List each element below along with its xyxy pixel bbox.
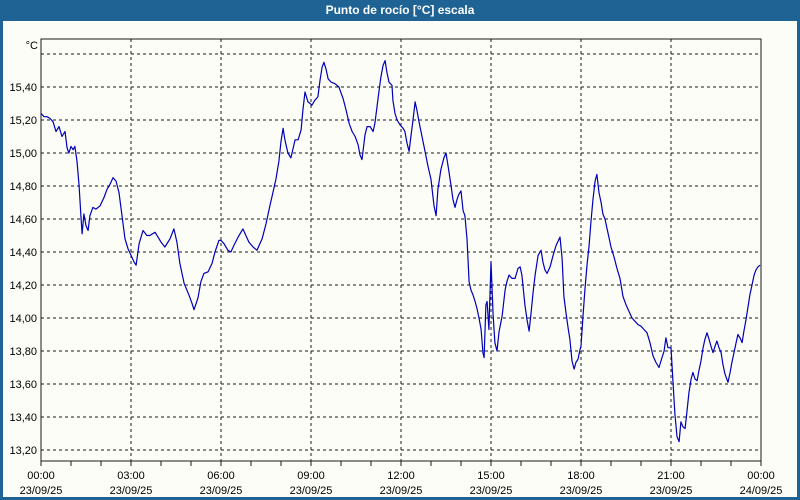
x-tick-time-label: 18:00 — [567, 470, 595, 482]
x-tick-date-label: 23/09/25 — [20, 485, 63, 497]
x-tick-date-label: 23/09/25 — [380, 485, 423, 497]
y-tick-label: 13,20 — [9, 445, 37, 457]
x-tick-date-label: 23/09/25 — [290, 485, 333, 497]
chart-canvas: 15,40 15,20 15,00 14,80 14,60 14,40 14,20 14,00… — [3, 21, 797, 497]
y-tick-label: 14,40 — [9, 247, 37, 259]
x-tick-date-label: 23/09/25 — [650, 485, 693, 497]
y-tick-label: 15,00 — [9, 148, 37, 160]
x-gridlines — [130, 39, 672, 461]
y-tick-label: 14,20 — [9, 280, 37, 292]
x-tick-time-label: 15:00 — [477, 470, 505, 482]
x-tick-time-label: 09:00 — [297, 470, 325, 482]
x-tick-date-label: 23/09/25 — [470, 485, 513, 497]
y-tick-label: 14,80 — [9, 181, 37, 193]
y-tick-label: 13,40 — [9, 412, 37, 424]
y-axis-labels: 15,40 15,20 15,00 14,80 14,60 14,40 14,20 14,00… — [9, 82, 37, 457]
x-axis-labels: 00:00 23/09/25 03:00 23/09/25 06:00 23/09/25 0… — [20, 470, 783, 497]
y-tick-label: 14,00 — [9, 313, 37, 325]
y-tick-label: 13,60 — [9, 379, 37, 391]
x-tick-time-label: 12:00 — [387, 470, 415, 482]
x-axis-hour-ticks — [40, 461, 762, 466]
x-tick-date-label: 23/09/25 — [560, 485, 603, 497]
x-tick-date-label: 23/09/25 — [200, 485, 243, 497]
y-tick-label: 15,20 — [9, 115, 37, 127]
y-axis-unit-label: °C — [26, 40, 38, 52]
x-tick-date-label: 24/09/25 — [740, 485, 783, 497]
x-tick-date-label: 23/09/25 — [110, 485, 153, 497]
x-tick-time-label: 21:00 — [657, 470, 685, 482]
plot-border — [40, 38, 762, 462]
dew-point-series-line — [40, 59, 761, 443]
x-tick-time-label: 06:00 — [207, 470, 235, 482]
y-tick-label: 15,40 — [9, 82, 37, 94]
dew-point-chart: 15,40 15,20 15,00 14,80 14,60 14,40 14,20 14,00… — [9, 38, 783, 497]
y-tick-label: 13,80 — [9, 346, 37, 358]
x-tick-time-label: 03:00 — [117, 470, 145, 482]
title-bar: Punto de rocío [°C] escala — [0, 0, 800, 21]
y-tick-label: 14,60 — [9, 214, 37, 226]
x-tick-time-label: 00:00 — [27, 470, 55, 482]
chart-title: Punto de rocío [°C] escala — [325, 3, 475, 17]
x-tick-time-label: 00:00 — [747, 470, 775, 482]
